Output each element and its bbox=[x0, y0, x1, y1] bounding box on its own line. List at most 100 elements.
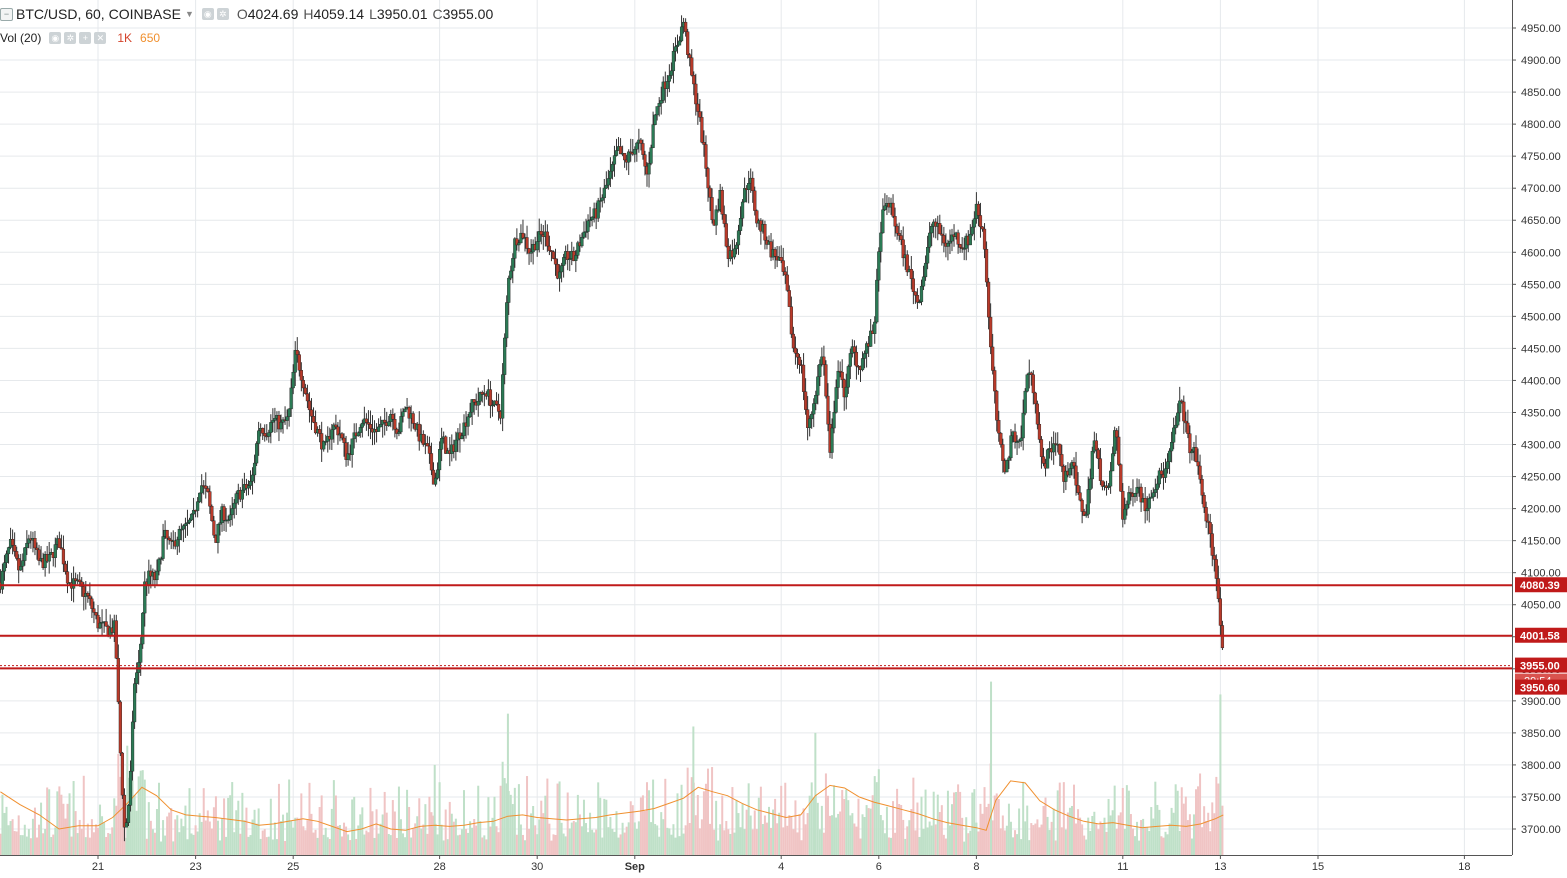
volume-bar bbox=[1009, 821, 1012, 855]
candle-body bbox=[692, 75, 696, 85]
volume-bar bbox=[794, 800, 797, 855]
candle-body bbox=[295, 350, 299, 355]
candle-body bbox=[0, 570, 5, 590]
candle-body bbox=[801, 364, 806, 392]
candle-body bbox=[307, 400, 312, 411]
candle-body bbox=[358, 427, 362, 433]
volume-bar bbox=[241, 792, 244, 855]
volume-bar bbox=[629, 801, 632, 855]
candle-body bbox=[580, 237, 584, 247]
volume-bar bbox=[491, 817, 494, 855]
volume-bar bbox=[426, 833, 429, 855]
volume-label[interactable]: Vol (20) bbox=[0, 31, 42, 45]
candle-body bbox=[596, 200, 600, 219]
candle-body bbox=[860, 358, 865, 371]
volume-bar bbox=[896, 788, 899, 855]
volume-bar bbox=[257, 808, 260, 855]
line-price-tag: 3950.60 bbox=[1520, 683, 1560, 695]
candle-body bbox=[740, 201, 745, 219]
volume-bar bbox=[1020, 839, 1023, 855]
volume-bar bbox=[330, 808, 333, 855]
volume-ma-line bbox=[0, 780, 1224, 833]
candle-body bbox=[25, 542, 29, 548]
volume-bar bbox=[639, 797, 642, 855]
volume-bar bbox=[975, 822, 978, 855]
volume-bar bbox=[481, 837, 484, 855]
candle-body bbox=[65, 571, 70, 584]
volume-bar bbox=[1038, 827, 1041, 855]
volume-bar bbox=[733, 832, 736, 855]
plus-icon[interactable]: + bbox=[79, 32, 92, 44]
candle-body bbox=[684, 21, 688, 32]
candle-body bbox=[976, 203, 981, 216]
collapse-icon[interactable]: − bbox=[0, 7, 13, 21]
volume-bar bbox=[747, 783, 750, 855]
volume-bar bbox=[857, 798, 860, 855]
candle-body bbox=[879, 232, 883, 252]
volume-bar bbox=[739, 827, 742, 855]
volume-bar bbox=[129, 770, 132, 855]
volume-bar bbox=[84, 837, 87, 855]
candle-body bbox=[706, 168, 710, 189]
volume-bar bbox=[164, 835, 167, 855]
volume-bar bbox=[170, 808, 173, 855]
volume-bar bbox=[393, 811, 396, 855]
volume-bar bbox=[493, 796, 496, 855]
eye-icon[interactable]: ◉ bbox=[201, 8, 214, 20]
candle-body bbox=[875, 279, 879, 323]
volume-bar bbox=[865, 805, 868, 855]
volume-bar bbox=[1156, 804, 1159, 855]
candle-body bbox=[17, 558, 21, 571]
candle-body bbox=[1169, 442, 1174, 452]
candle-body bbox=[379, 423, 383, 428]
candle-body bbox=[968, 233, 972, 246]
candle-body bbox=[1202, 495, 1206, 508]
volume-bar bbox=[147, 802, 150, 855]
volume-bar bbox=[938, 812, 941, 855]
volume-bar bbox=[792, 829, 795, 855]
volume-bar bbox=[1207, 812, 1210, 855]
candle-body bbox=[181, 525, 185, 530]
candle-body bbox=[555, 263, 560, 279]
volume-bar bbox=[271, 839, 274, 855]
close-icon[interactable]: ✕ bbox=[94, 32, 107, 44]
candle-body bbox=[930, 225, 934, 234]
volume-bar bbox=[44, 828, 47, 855]
price-tick-label: 4550.00 bbox=[1521, 279, 1561, 291]
candle-body bbox=[738, 218, 743, 231]
volume-bar bbox=[446, 839, 449, 855]
volume-bar bbox=[1190, 838, 1193, 855]
candle-body bbox=[143, 581, 147, 614]
candle-body bbox=[734, 244, 739, 250]
candle-body bbox=[791, 333, 795, 349]
volume-bar bbox=[700, 819, 703, 855]
candle-body bbox=[507, 277, 511, 303]
candle-body bbox=[297, 354, 301, 371]
symbol-label[interactable]: BTC/USD, 60, COINBASE bbox=[16, 6, 181, 22]
candle-body bbox=[1204, 507, 1208, 522]
gear-icon[interactable]: ✲ bbox=[216, 8, 229, 20]
volume-bar bbox=[265, 837, 268, 855]
volume-bar bbox=[314, 829, 317, 855]
candle-body bbox=[88, 595, 92, 600]
chevron-down-icon[interactable]: ▼ bbox=[184, 9, 194, 19]
eye-icon[interactable]: ◉ bbox=[49, 32, 62, 44]
volume-bar bbox=[1197, 786, 1200, 855]
candle-body bbox=[832, 412, 836, 429]
candle-body bbox=[478, 392, 482, 402]
volume-bar bbox=[977, 831, 980, 855]
gear-icon[interactable]: ✲ bbox=[64, 32, 77, 44]
volume-bar bbox=[672, 824, 675, 855]
volume-bar bbox=[664, 778, 667, 855]
volume-bar bbox=[582, 799, 585, 855]
volume-bar bbox=[546, 778, 549, 855]
volume-bar bbox=[1144, 826, 1147, 855]
candle-body bbox=[566, 251, 570, 260]
volume-bar bbox=[599, 797, 602, 855]
candle-body bbox=[846, 366, 850, 388]
candle-body bbox=[139, 643, 143, 663]
volume-bar bbox=[1099, 821, 1102, 855]
volume-bar bbox=[304, 830, 307, 855]
